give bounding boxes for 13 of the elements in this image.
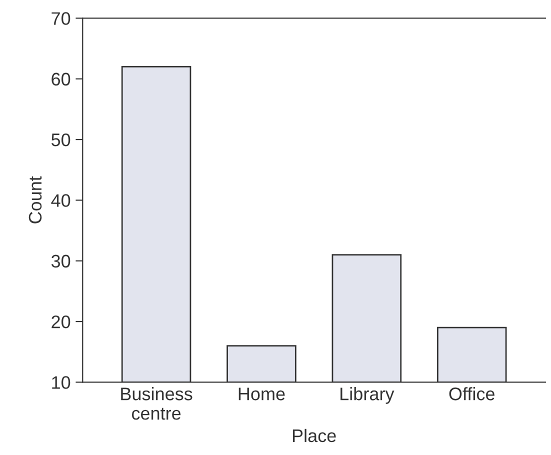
y-tick-label: 70 — [52, 12, 70, 25]
x-tick-label: Home — [238, 388, 285, 400]
y-axis-title: Count — [28, 176, 42, 224]
y-tick-label: 10 — [52, 376, 70, 389]
x-tick-label: Library — [340, 387, 394, 404]
x-tick-label: Office — [449, 387, 494, 400]
y-tick-label: 50 — [51, 133, 70, 146]
x-tick-label: Business centre — [121, 387, 192, 420]
y-tick-label: 30 — [51, 254, 70, 268]
y-tick-label: 20 — [52, 315, 70, 328]
y-tick-label: 40 — [51, 194, 70, 207]
y-tick-label: 60 — [52, 72, 70, 86]
x-axis-title: Place — [292, 428, 336, 442]
